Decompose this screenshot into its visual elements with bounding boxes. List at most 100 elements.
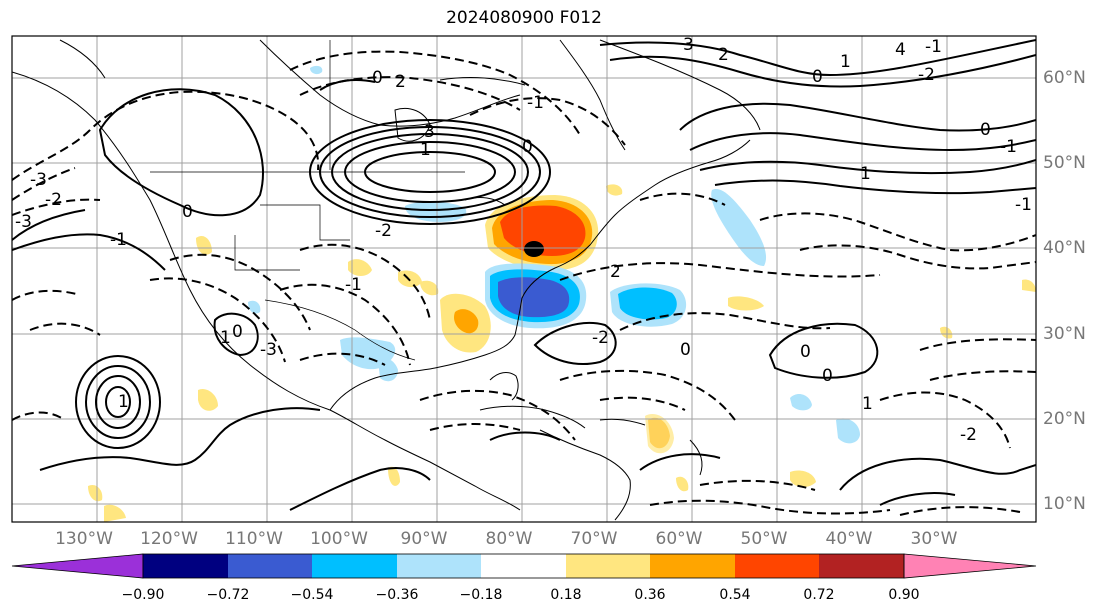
colorbar-bin-1 — [143, 554, 228, 578]
contour-label: 1 — [860, 164, 871, 184]
longitude-label: 110°W — [225, 529, 283, 549]
contour-label: 1 — [840, 52, 851, 72]
contour-label: 2 — [610, 262, 621, 282]
longitude-label: 70°W — [570, 529, 618, 549]
shade-neg-blue — [498, 277, 570, 318]
longitude-label: 80°W — [485, 529, 533, 549]
contour-label: -1 — [1000, 137, 1017, 157]
shade-pos-ohio — [420, 280, 439, 296]
contour-label: 0 — [372, 68, 383, 88]
contour-label: -1 — [925, 37, 942, 57]
contour-label: 4 — [895, 40, 906, 60]
latitude-label: 10°N — [1043, 494, 1086, 514]
contour-label: 0 — [182, 202, 193, 222]
colorbar-tick-label: −0.90 — [121, 587, 165, 603]
shade-pos-plains — [348, 259, 372, 276]
shade-neg-greatlakes — [405, 201, 467, 222]
contour-label: 0 — [980, 120, 991, 140]
shade-pos-pacific — [198, 388, 218, 411]
longitude-label: 50°W — [740, 529, 788, 549]
longitude-label: 40°W — [825, 529, 873, 549]
shade-pos-carib-light — [645, 414, 674, 454]
shade-neg-west — [248, 300, 261, 314]
contour-label: 0 — [522, 137, 533, 157]
colorbar-tick-label: 0.72 — [803, 587, 835, 603]
colorbar-tick-label: −0.18 — [459, 587, 503, 603]
shade-pos-gulf-orange — [454, 309, 479, 334]
colorbar-tick-label: −0.72 — [206, 587, 250, 603]
contour-label: 1 — [420, 140, 431, 160]
colorbar-bin-2 — [228, 554, 312, 578]
contours — [12, 39, 1036, 511]
contour-label: 2 — [395, 72, 406, 92]
colorbar-frame — [142, 553, 905, 579]
contour-label: 1 — [220, 328, 231, 348]
shade-pos-atl7 — [1022, 279, 1036, 292]
contour-label: 3 — [424, 122, 435, 142]
shade-pos-atl5 — [790, 470, 816, 488]
contour-label: -1 — [345, 275, 362, 295]
contour-label: 3 — [683, 35, 694, 55]
contour-label: 0 — [822, 366, 833, 386]
latitude-label: 40°N — [1043, 238, 1086, 258]
latitude-label: 60°N — [1043, 68, 1086, 88]
contour-label: -2 — [960, 425, 977, 445]
shade-pos-center — [524, 241, 544, 257]
contour-label: -3 — [15, 212, 32, 232]
longitude-label: 130°W — [55, 529, 113, 549]
contour-label: 1 — [862, 394, 873, 414]
contour-label: 1 — [118, 392, 129, 412]
shade-pos-carib2 — [388, 466, 400, 486]
colorbar-tick-label: −0.36 — [375, 587, 419, 603]
colorbar-extend-low — [11, 553, 144, 579]
colorbar-bin-3 — [312, 554, 397, 578]
longitude-label: 100°W — [310, 529, 368, 549]
longitude-label: 90°W — [400, 529, 448, 549]
contour-label: -1 — [110, 230, 127, 250]
contour-label: -3 — [30, 170, 47, 190]
colorbar-tick-label: 0.90 — [888, 587, 920, 603]
contour-label: -2 — [918, 65, 935, 85]
contour-label: 0 — [812, 67, 823, 87]
contour-label: 0 — [800, 342, 811, 362]
latitude-label: 50°N — [1043, 153, 1086, 173]
colorbar-bin-5 — [481, 554, 566, 578]
contour-label: 2 — [718, 45, 729, 65]
longitude-label: 120°W — [140, 529, 198, 549]
colorbar-bin-8 — [735, 554, 819, 578]
shade-pos-rockies — [196, 235, 212, 255]
contour-label: -1 — [1015, 195, 1032, 215]
shade-pos-atl6 — [940, 326, 953, 339]
contour-label: 0 — [680, 340, 691, 360]
colorbar-bin-6 — [566, 554, 650, 578]
contour-label: -1 — [527, 93, 544, 113]
shade-neg-atl-cyan — [618, 287, 677, 320]
contour-label: -2 — [592, 328, 609, 348]
graticule — [12, 36, 1036, 522]
colorbar — [11, 553, 1037, 579]
shade-pos-pac3 — [104, 504, 126, 522]
plot-frame — [11, 35, 1037, 523]
shade-pos-pac2 — [88, 484, 103, 502]
shade-pos-midwest — [398, 270, 422, 288]
shade-neg-newfoundland — [711, 189, 767, 266]
shade-pos-carib3 — [676, 476, 689, 492]
shaded-anomalies — [88, 65, 1036, 522]
longitude-label: 30°W — [910, 529, 958, 549]
colorbar-tick-label: 0.36 — [634, 587, 666, 603]
contour-label: 0 — [232, 322, 243, 342]
colorbar-tick-label: 0.54 — [719, 587, 751, 603]
colorbar-extend-high — [903, 553, 1037, 579]
colorbar-bin-9 — [819, 554, 904, 578]
coastlines — [12, 39, 761, 521]
shade-pos-red — [500, 205, 586, 256]
colorbar-tick-label: 0.18 — [550, 587, 582, 603]
shade-neg-atl3 — [836, 418, 860, 444]
contour-label: -2 — [45, 190, 62, 210]
dashed-contours — [12, 50, 1036, 516]
contour-label: -2 — [375, 221, 392, 241]
shade-pos-atl4 — [728, 296, 764, 311]
latitude-label: 20°N — [1043, 409, 1086, 429]
colorbar-bin-7 — [650, 554, 735, 578]
